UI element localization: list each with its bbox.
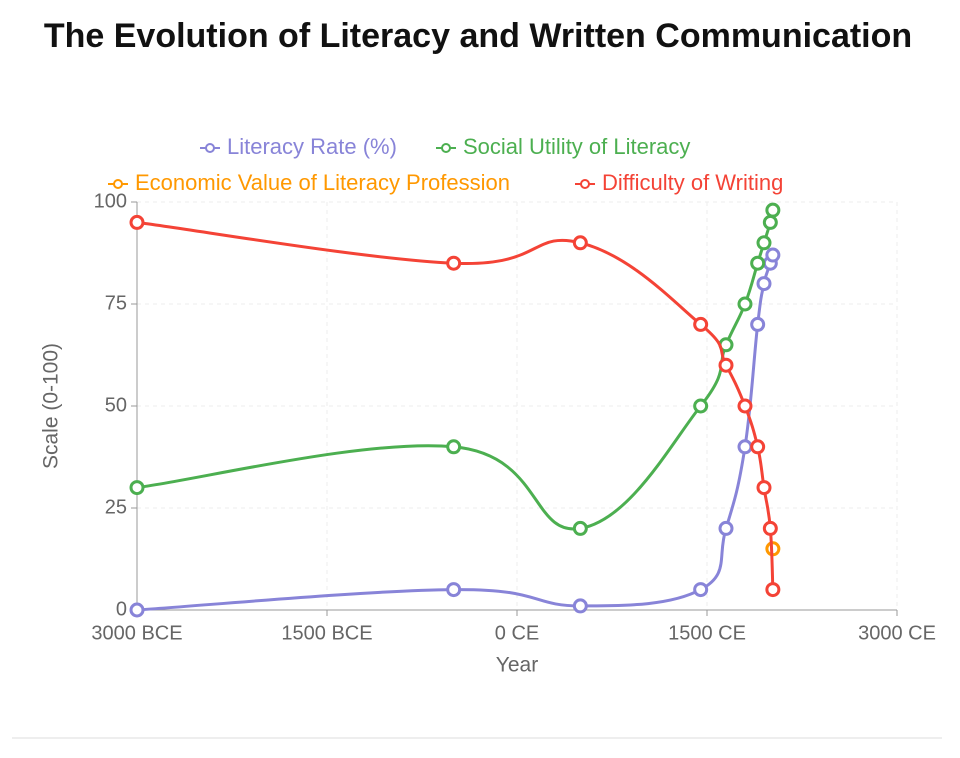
chart-title: The Evolution of Literacy and Written Co…	[44, 17, 912, 55]
x-axis-title: Year	[496, 654, 538, 677]
data-point	[737, 296, 753, 312]
x-tick-label: 3000 CE	[858, 622, 936, 644]
data-point	[129, 480, 145, 496]
data-point	[756, 276, 772, 292]
y-tick-label: 0	[116, 598, 127, 620]
legend-label: Difficulty of Writing	[602, 170, 783, 195]
data-point	[756, 235, 772, 251]
x-tick-label: 1500 BCE	[281, 622, 372, 644]
legend-label: Literacy Rate (%)	[227, 134, 397, 159]
data-point	[737, 398, 753, 414]
data-point	[756, 480, 772, 496]
data-point	[765, 202, 781, 218]
legend-label: Economic Value of Literacy Profession	[135, 170, 510, 195]
data-point	[446, 582, 462, 598]
y-tick-label: 25	[105, 496, 127, 518]
legend-marker	[205, 143, 215, 153]
data-point	[718, 520, 734, 536]
data-point	[750, 439, 766, 455]
x-tick-label: 0 CE	[495, 622, 539, 644]
data-point	[446, 255, 462, 271]
y-axis-title: Scale (0-100)	[40, 343, 63, 469]
y-tick-label: 50	[105, 394, 127, 416]
series-line	[136, 220, 775, 590]
data-point	[693, 582, 709, 598]
data-point	[572, 235, 588, 251]
data-point	[129, 602, 145, 618]
y-tick-label: 75	[105, 292, 127, 314]
y-tick-label: 100	[94, 190, 127, 212]
data-point	[737, 439, 753, 455]
data-point	[765, 247, 781, 263]
data-point	[718, 357, 734, 373]
legend-marker	[113, 179, 123, 189]
data-point	[693, 316, 709, 332]
data-point	[765, 582, 781, 598]
data-point	[750, 316, 766, 332]
data-point	[750, 255, 766, 271]
data-point	[129, 214, 145, 230]
data-point	[762, 520, 778, 536]
data-point	[446, 439, 462, 455]
data-point	[572, 598, 588, 614]
legend-label: Social Utility of Literacy	[463, 134, 690, 159]
data-point	[762, 214, 778, 230]
legend-marker	[441, 143, 451, 153]
data-point	[693, 398, 709, 414]
legend-marker	[580, 179, 590, 189]
series-line	[136, 254, 775, 612]
x-tick-label: 3000 BCE	[91, 622, 182, 644]
x-tick-label: 1500 CE	[668, 622, 746, 644]
data-point	[572, 520, 588, 536]
